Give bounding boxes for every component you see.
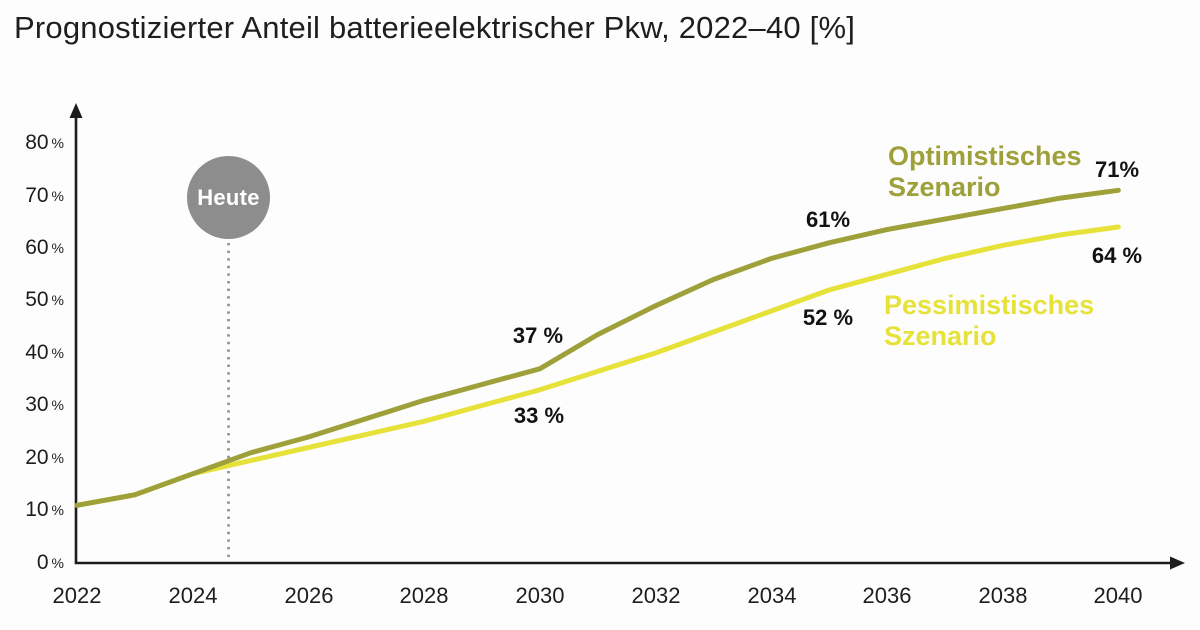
y-tick-30: 30% (25, 393, 64, 416)
value-label-optimistic-2040: 71% (1094, 157, 1140, 182)
pessimistic-line (74, 224, 1121, 508)
y-tick-80: 80% (25, 131, 64, 154)
percent-sign: % (51, 555, 64, 571)
x-tick-2040: 2040 (1093, 583, 1143, 608)
percent-sign: % (51, 502, 64, 518)
percent-sign: % (51, 345, 64, 361)
x-tick-2026: 2026 (284, 583, 334, 608)
value-label-optimistic-2035: 61% (805, 207, 851, 232)
x-tick-2036: 2036 (862, 583, 912, 608)
y-tick-40: 40% (25, 341, 64, 364)
y-tick-70: 70% (25, 184, 64, 207)
pessimistic-series-label: Pessimistisches Szenario (884, 290, 1095, 351)
x-tick-2034: 2034 (747, 583, 797, 608)
x-tick-2024: 2024 (168, 583, 218, 608)
percent-sign: % (51, 188, 64, 204)
percent-sign: % (51, 450, 64, 466)
value-label-pessimistic-2030: 33 % (513, 403, 565, 428)
y-tick-50: 50% (25, 288, 64, 311)
y-tick-10: 10% (25, 498, 64, 521)
optimistic-line (74, 187, 1121, 508)
x-axis-arrow-icon (1170, 556, 1185, 570)
x-tick-2032: 2032 (631, 583, 681, 608)
percent-sign: % (51, 397, 64, 413)
y-axis-arrow-icon (69, 103, 83, 118)
value-label-pessimistic-2040: 64 % (1091, 243, 1143, 268)
optimistic-series-label: Optimistisches Szenario (888, 141, 1082, 202)
x-tick-2038: 2038 (978, 583, 1028, 608)
value-label-pessimistic-2035: 52 % (802, 305, 854, 330)
value-label-optimistic-2030: 37 % (512, 323, 564, 348)
percent-sign: % (51, 240, 64, 256)
x-tick-2022: 2022 (52, 583, 102, 608)
today-marker: Heute (187, 156, 270, 239)
y-tick-60: 60% (25, 236, 64, 259)
chart-title: Prognostizierter Anteil batterieelektris… (14, 10, 856, 45)
y-tick-0: 0% (36, 551, 64, 574)
y-tick-20: 20% (25, 446, 64, 469)
x-tick-2030: 2030 (515, 583, 565, 608)
percent-sign: % (51, 135, 64, 151)
today-marker-label: Heute (197, 184, 260, 210)
x-tick-2028: 2028 (399, 583, 449, 608)
percent-sign: % (51, 292, 64, 308)
